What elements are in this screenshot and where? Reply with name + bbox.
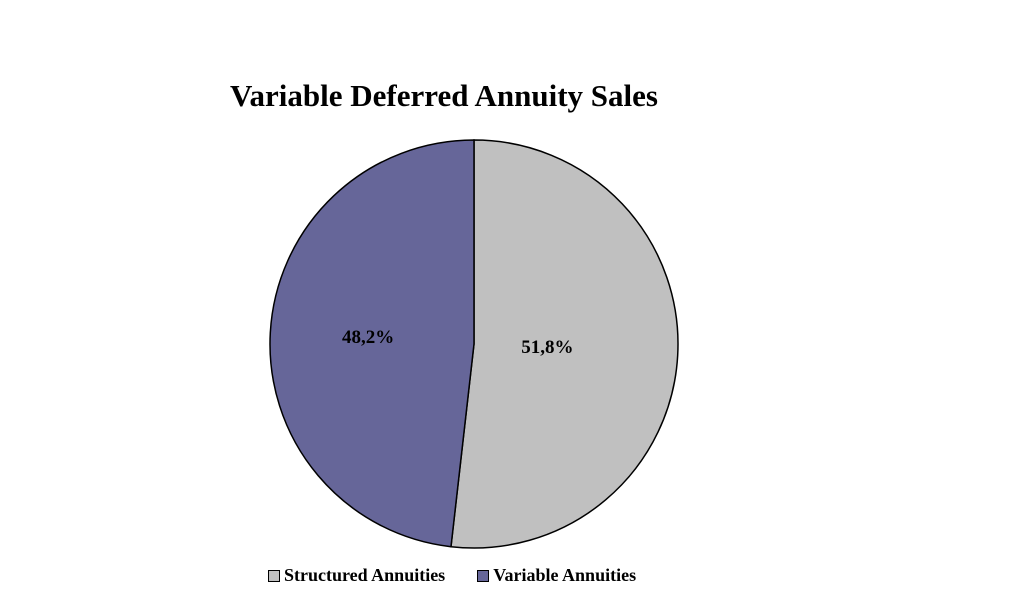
pie-slice-structured-annuities bbox=[450, 139, 679, 549]
pie-slice-variable-annuities bbox=[269, 139, 475, 548]
legend-swatch-variable-annuities bbox=[477, 569, 490, 582]
pie-label-structured-annuities: 51,8% bbox=[521, 337, 573, 358]
legend-swatch-structured-annuities bbox=[268, 569, 280, 582]
pie-label-variable-annuities: 48,2% bbox=[342, 327, 394, 348]
chart-title: Variable Deferred Annuity Sales bbox=[230, 78, 658, 113]
legend-label-variable-annuities: Variable Annuities bbox=[493, 565, 637, 585]
legend-item-variable-annuities: Variable Annuities bbox=[477, 565, 636, 586]
legend-label-structured-annuities: Structured Annuities bbox=[284, 565, 446, 585]
legend-item-structured-annuities: Structured Annuities bbox=[268, 565, 445, 586]
legend: Structured Annuities Variable Annuities bbox=[268, 565, 668, 586]
